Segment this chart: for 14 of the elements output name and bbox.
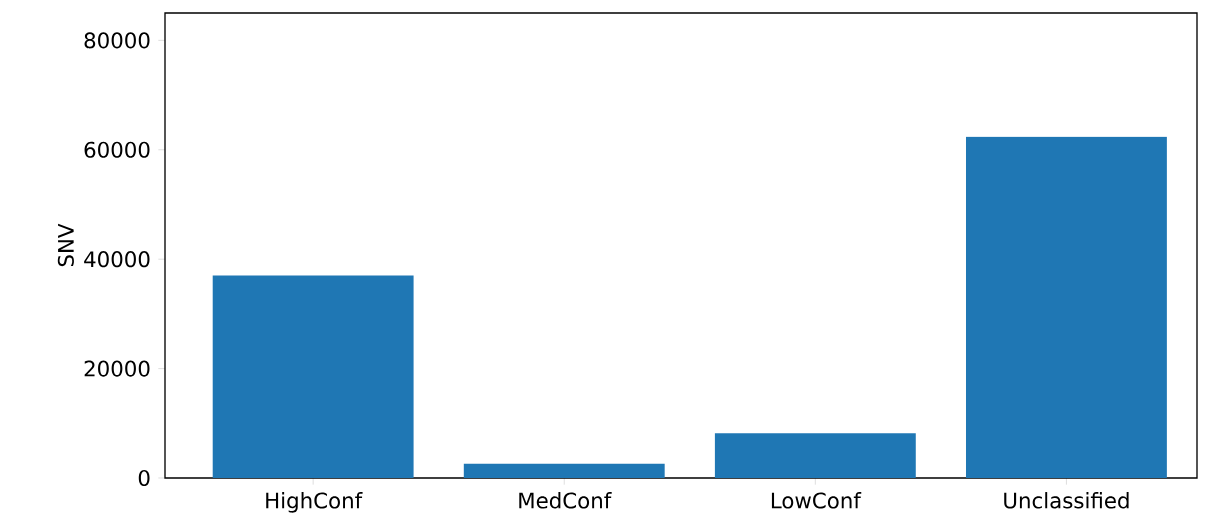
x-tick-label: HighConf: [266, 492, 363, 513]
bar: [965, 136, 1167, 478]
x-tick-label: LowConf: [771, 492, 862, 509]
y-tick-label: 60000: [84, 141, 150, 158]
x-tick-label: MedConf: [519, 492, 612, 509]
y-axis-title: SNV: [57, 223, 74, 267]
y-tick-label: 0: [138, 469, 150, 487]
y-tick-label: 40000: [84, 251, 150, 268]
y-tick-label: 20000: [84, 360, 150, 377]
bar: [212, 275, 414, 478]
bar: [463, 463, 665, 478]
y-tick-label: 80000: [84, 32, 150, 49]
bar: [714, 433, 916, 478]
x-tick-label: Unclassified: [1004, 492, 1129, 509]
